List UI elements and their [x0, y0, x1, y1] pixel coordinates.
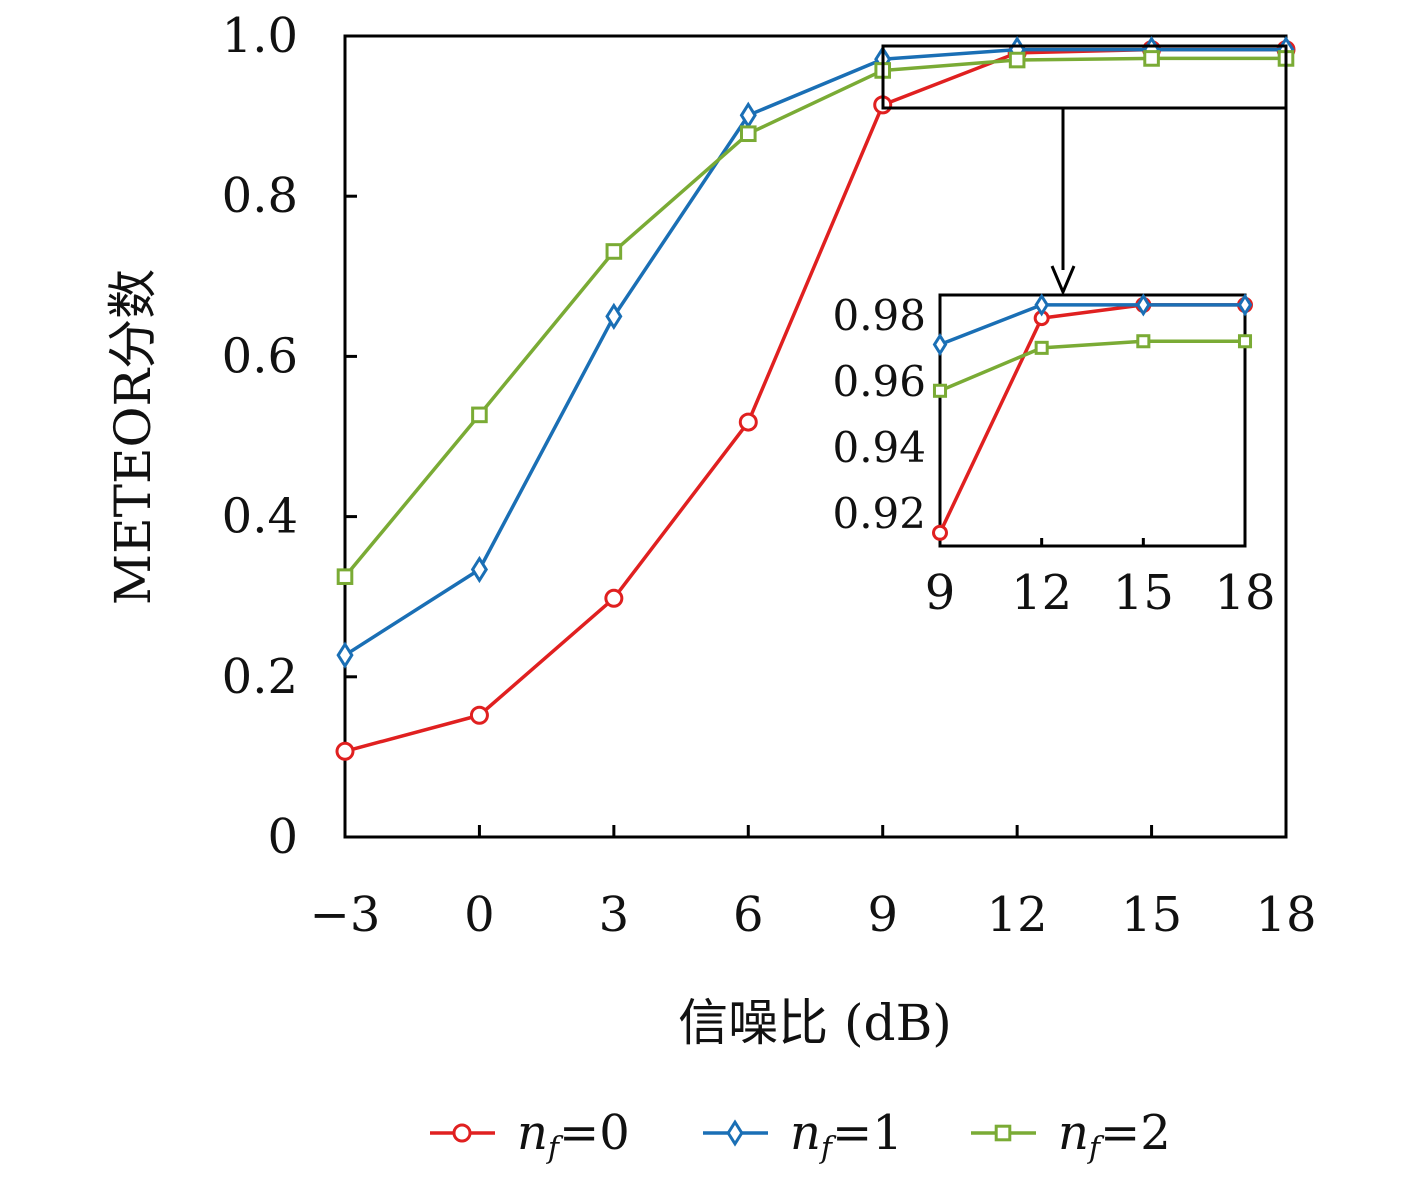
inset-series-1-point	[932, 332, 948, 357]
series-2-point	[1143, 50, 1160, 67]
inset-series-1-point	[1136, 293, 1151, 317]
series-1-point	[336, 641, 354, 669]
inset-series-line-2	[939, 339, 1245, 393]
y-axis-title: METEOR分数	[104, 269, 162, 605]
series-2-point	[605, 243, 623, 260]
inset-series-2-point	[1237, 334, 1253, 349]
inset-x-tick-label: 18	[1214, 565, 1275, 621]
x-tick-label: −3	[310, 887, 381, 943]
legend-label-0: nf=0	[517, 1105, 630, 1166]
inset-axis-ticks: 0.92 0.94 0.96 0.98 9 12 15 18	[832, 291, 1275, 621]
inset-series-0-point	[932, 524, 948, 541]
inset-series-1-point	[1034, 293, 1049, 317]
inset-plot-frame	[938, 293, 1247, 548]
inset-y-tick-label: 0.94	[832, 423, 926, 472]
inset-series-line-1	[939, 303, 1245, 347]
x-tick-label: 18	[1255, 887, 1316, 943]
inset-series-2-point	[1034, 340, 1049, 355]
series-2-point	[739, 125, 757, 143]
legend-marker-0	[452, 1123, 472, 1143]
x-tick-label: 6	[733, 887, 764, 943]
series-line-2	[343, 56, 1286, 578]
inset-x-tick-label: 15	[1113, 565, 1174, 621]
x-tick-label: 9	[867, 887, 898, 943]
legend-marker-2	[994, 1124, 1012, 1142]
inset-series-1-point	[1237, 293, 1253, 317]
y-tick-label: 0.4	[222, 489, 298, 545]
inset-y-tick-label: 0.98	[832, 291, 926, 340]
y-tick-label: 1.0	[222, 8, 298, 64]
main-series-group	[335, 36, 1296, 761]
series-0-point	[604, 588, 624, 608]
series-1-point	[605, 302, 623, 330]
y-tick-label: 0.2	[222, 649, 298, 705]
zoom-arrow-head	[1050, 265, 1076, 296]
inset-x-tick-label: 12	[1011, 565, 1072, 621]
y-tick-label: 0.8	[222, 168, 298, 224]
main-axis-ticks: 00.20.40.60.81.0−3 0 3 6 9 12 15 18	[222, 8, 1317, 943]
series-line-1	[344, 47, 1286, 657]
series-0-point	[738, 412, 758, 432]
main-plot-frame	[343, 34, 1288, 839]
series-2-point	[336, 568, 354, 585]
x-axis-title: 信噪比 (dB)	[678, 994, 952, 1052]
legend-marker-1	[726, 1119, 744, 1147]
series-2-point	[471, 406, 488, 424]
inset-series-group	[932, 293, 1253, 541]
inset-series-2-point	[1136, 334, 1151, 349]
legend: nf=0 nf=1 nf=2	[430, 1105, 1171, 1166]
x-tick-label: 15	[1121, 887, 1182, 943]
inset-y-tick-label: 0.96	[832, 357, 926, 406]
legend-label-1: nf=1	[790, 1105, 903, 1166]
series-0-point	[469, 705, 489, 725]
x-tick-label: 0	[464, 887, 495, 943]
inset-x-tick-label: 9	[925, 565, 956, 621]
inset-y-tick-label: 0.92	[832, 489, 926, 538]
x-tick-label: 3	[599, 887, 630, 943]
y-tick-label: 0.6	[222, 328, 298, 384]
inset-series-2-point	[932, 383, 948, 398]
series-1-point	[470, 555, 489, 584]
zoom-region-box	[881, 44, 1288, 110]
series-0-point	[335, 741, 355, 761]
y-tick-label: 0	[267, 809, 298, 865]
x-tick-label: 12	[987, 887, 1048, 943]
series-2-point	[1008, 51, 1026, 69]
legend-label-2: nf=2	[1058, 1105, 1171, 1166]
